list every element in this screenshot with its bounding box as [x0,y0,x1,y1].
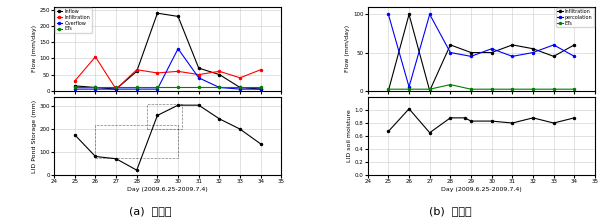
Overflow [174,47,182,50]
Infiltration [468,51,475,54]
Inflow [92,86,99,89]
Legend: Infiltration, percolation, ETs: Infiltration, percolation, ETs [556,8,594,27]
ETs [92,86,99,89]
ETs [426,88,433,90]
Infiltration [112,88,120,90]
Overflow [154,88,161,90]
Line: Infiltration: Infiltration [74,56,262,90]
percolation [550,43,557,46]
percolation [488,47,495,50]
Infiltration [195,73,203,76]
Infiltration [174,70,182,73]
ETs [468,88,475,90]
Overflow [133,88,141,90]
Text: (b)  토양층: (b) 토양층 [430,206,472,215]
ETs [406,88,413,90]
Y-axis label: LID Pond Storage (mm): LID Pond Storage (mm) [32,99,37,172]
Overflow [195,76,203,79]
X-axis label: Day (2009.6.25-2009.7.4): Day (2009.6.25-2009.7.4) [127,187,208,192]
Infiltration [385,89,392,92]
Y-axis label: Flow (mm/day): Flow (mm/day) [32,25,37,72]
Overflow [257,88,264,90]
ETs [447,83,454,86]
Line: Inflow: Inflow [74,12,262,90]
Text: (a)  지표층: (a) 지표층 [129,206,171,215]
Infiltration [571,43,578,46]
Overflow [236,88,243,90]
percolation [406,86,413,88]
Infiltration [550,55,557,58]
Infiltration [71,80,78,82]
Infiltration [236,76,243,79]
Inflow [71,84,78,87]
Inflow [195,67,203,69]
Line: percolation: percolation [387,13,575,88]
percolation [468,55,475,58]
Infiltration [406,13,413,16]
Inflow [133,70,141,73]
Y-axis label: Flow (mm/day): Flow (mm/day) [346,25,350,72]
Infiltration [216,70,223,73]
Infiltration [447,43,454,46]
ETs [571,88,578,90]
Overflow [112,88,120,90]
Infiltration [508,43,516,46]
Overflow [71,88,78,90]
ETs [508,88,516,90]
Line: Infiltration: Infiltration [387,13,575,92]
Inflow [154,12,161,15]
percolation [508,55,516,58]
ETs [529,88,537,90]
ETs [154,86,161,89]
ETs [112,86,120,89]
Infiltration [92,56,99,58]
Infiltration [154,72,161,74]
ETs [133,86,141,89]
Inflow [236,86,243,89]
ETs [195,86,203,89]
percolation [447,51,454,54]
ETs [488,88,495,90]
ETs [385,88,392,90]
percolation [385,13,392,16]
Legend: Inflow, Infiltration, Overflow, ETs: Inflow, Infiltration, Overflow, ETs [55,8,91,33]
ETs [257,86,264,89]
Inflow [257,88,264,90]
ETs [236,86,243,89]
percolation [571,55,578,58]
Line: Overflow: Overflow [74,48,262,90]
ETs [216,86,223,89]
percolation [529,51,537,54]
Overflow [92,88,99,90]
Overflow [216,86,223,89]
Inflow [216,73,223,76]
Inflow [174,15,182,18]
Infiltration [488,51,495,54]
Infiltration [133,68,141,71]
Infiltration [257,68,264,71]
Inflow [112,88,120,90]
Infiltration [529,47,537,50]
ETs [71,86,78,89]
X-axis label: Day (2009.6.25-2009.7.4): Day (2009.6.25-2009.7.4) [441,187,522,192]
percolation [426,13,433,16]
ETs [550,88,557,90]
Y-axis label: LID soil moisture: LID soil moisture [347,110,352,162]
Line: ETs: ETs [74,86,262,88]
Line: ETs: ETs [387,84,575,90]
Infiltration [426,89,433,92]
ETs [174,86,182,89]
